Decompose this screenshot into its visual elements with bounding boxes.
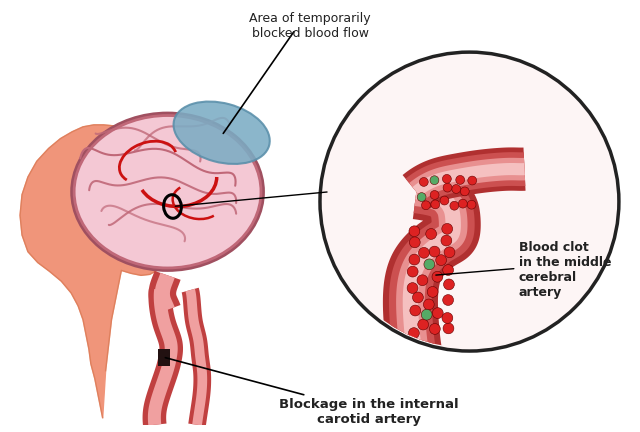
Circle shape xyxy=(452,184,461,194)
Circle shape xyxy=(428,286,438,297)
Circle shape xyxy=(417,275,428,286)
Circle shape xyxy=(456,175,465,184)
Circle shape xyxy=(460,187,469,196)
Circle shape xyxy=(417,193,426,201)
Circle shape xyxy=(443,295,454,305)
Ellipse shape xyxy=(173,102,269,164)
Circle shape xyxy=(443,183,452,192)
Circle shape xyxy=(467,200,476,209)
Circle shape xyxy=(431,200,440,209)
Polygon shape xyxy=(389,171,475,384)
Circle shape xyxy=(407,283,418,293)
Circle shape xyxy=(443,265,454,276)
Ellipse shape xyxy=(70,111,265,272)
Circle shape xyxy=(407,266,418,277)
Polygon shape xyxy=(20,125,173,418)
Circle shape xyxy=(419,248,429,258)
Circle shape xyxy=(408,328,419,339)
Circle shape xyxy=(424,259,435,270)
Circle shape xyxy=(430,191,439,200)
Circle shape xyxy=(422,201,430,210)
Circle shape xyxy=(426,229,436,239)
Text: Blockage in the internal
carotid artery: Blockage in the internal carotid artery xyxy=(165,358,459,426)
Polygon shape xyxy=(403,184,461,384)
Circle shape xyxy=(441,235,452,246)
Circle shape xyxy=(468,176,477,185)
Polygon shape xyxy=(186,289,207,426)
Polygon shape xyxy=(413,163,525,197)
Circle shape xyxy=(442,312,452,324)
Circle shape xyxy=(442,175,451,183)
Circle shape xyxy=(320,52,619,351)
Circle shape xyxy=(450,201,459,210)
Circle shape xyxy=(444,279,454,290)
Circle shape xyxy=(458,199,467,208)
Circle shape xyxy=(410,237,420,248)
Polygon shape xyxy=(383,165,481,384)
Polygon shape xyxy=(403,147,525,208)
Circle shape xyxy=(409,254,420,265)
Circle shape xyxy=(418,319,429,330)
Circle shape xyxy=(443,323,454,334)
Circle shape xyxy=(440,196,449,205)
Circle shape xyxy=(429,324,440,334)
Text: Area of temporarily
blocked blood flow: Area of temporarily blocked blood flow xyxy=(250,12,371,40)
Circle shape xyxy=(436,255,447,266)
Polygon shape xyxy=(406,152,525,205)
Ellipse shape xyxy=(74,115,261,268)
Text: Blood clot
in the middle
cerebral
artery: Blood clot in the middle cerebral artery xyxy=(518,241,611,299)
Polygon shape xyxy=(409,158,525,200)
Polygon shape xyxy=(396,178,467,384)
Polygon shape xyxy=(157,349,170,366)
Polygon shape xyxy=(143,288,183,426)
Circle shape xyxy=(410,305,420,316)
Circle shape xyxy=(444,247,455,258)
Circle shape xyxy=(413,292,423,303)
Polygon shape xyxy=(148,289,178,426)
Circle shape xyxy=(442,223,452,234)
Circle shape xyxy=(409,226,420,237)
Polygon shape xyxy=(182,288,211,426)
Circle shape xyxy=(432,271,443,282)
Circle shape xyxy=(419,178,428,186)
Circle shape xyxy=(433,308,443,318)
Circle shape xyxy=(429,246,440,257)
Polygon shape xyxy=(155,273,175,312)
Circle shape xyxy=(424,299,434,310)
Circle shape xyxy=(421,309,432,320)
Polygon shape xyxy=(148,271,180,314)
Circle shape xyxy=(430,176,439,184)
